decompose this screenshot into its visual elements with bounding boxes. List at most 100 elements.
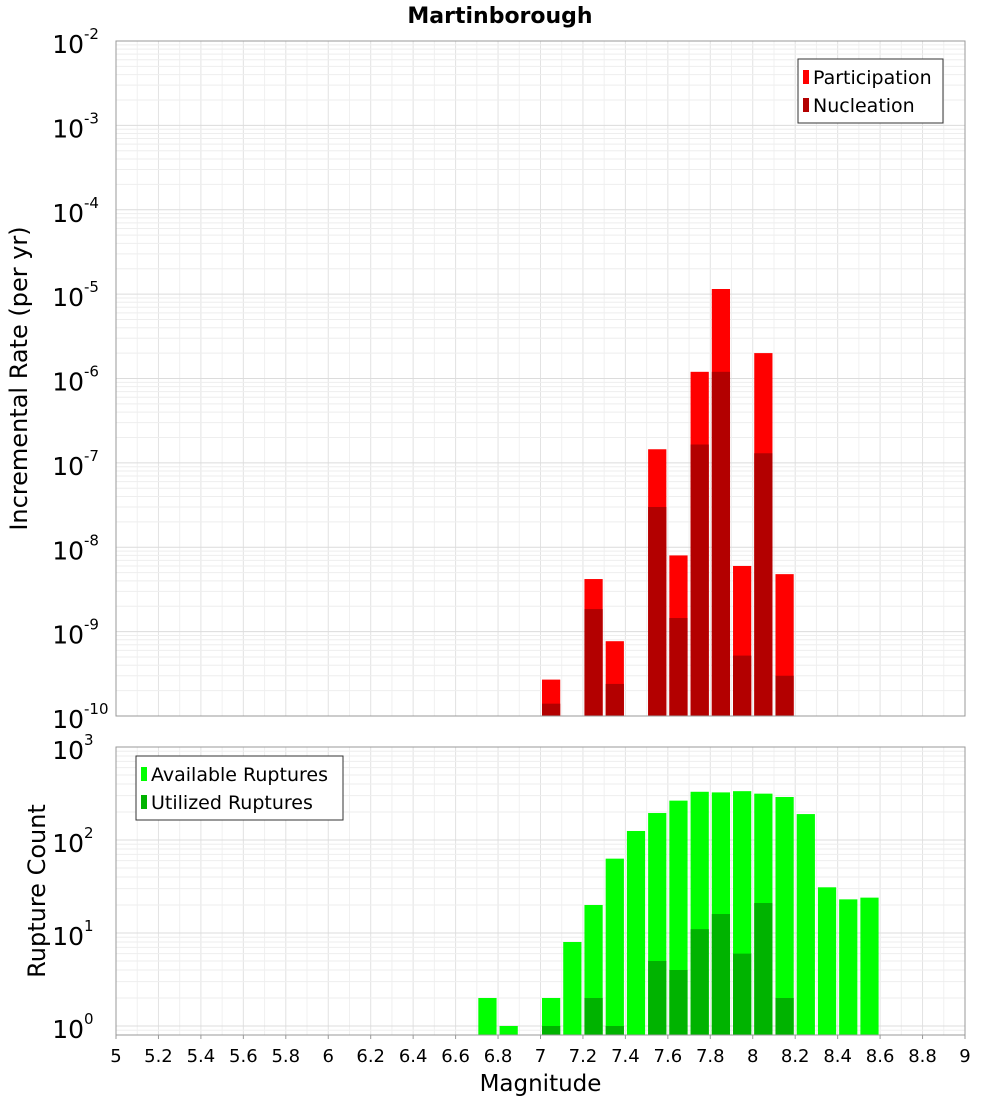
x-axis-label: Magnitude <box>480 1071 602 1097</box>
y-tick-label: 10 0 <box>52 1010 93 1044</box>
y-tick-base: 10 <box>52 199 84 228</box>
legend-label: Participation <box>813 67 932 89</box>
y-tick-exponent: 0 <box>84 1010 94 1028</box>
y-tick-label: 10 1 <box>52 917 93 951</box>
legend: Participation Nucleation <box>797 58 944 124</box>
y-tick-exponent: -9 <box>84 616 99 634</box>
x-tick-label: 8.6 <box>866 1046 895 1067</box>
chart-title: Martinborough <box>407 4 592 29</box>
y-tick-exponent: -4 <box>84 194 99 212</box>
bar-series-group <box>478 791 879 1035</box>
y-tick-label: 10 -5 <box>52 278 99 312</box>
plot-frame <box>115 40 966 717</box>
x-tick-label: 5.2 <box>144 1046 173 1067</box>
y-tick-exponent: -10 <box>84 700 109 718</box>
y-tick-base: 10 <box>52 829 84 858</box>
bar-nucleation <box>754 453 773 716</box>
y-tick-exponent: -6 <box>84 363 99 381</box>
y-tick-base: 10 <box>52 283 84 312</box>
y-tick-base: 10 <box>52 705 84 734</box>
legend-label: Available Ruptures <box>151 764 328 786</box>
bar-available-ruptures <box>796 814 815 1035</box>
bar-available-ruptures <box>839 899 858 1035</box>
legend-swatch <box>803 70 809 84</box>
x-tick-label: 6.6 <box>441 1046 470 1067</box>
y-tick-base: 10 <box>52 536 84 565</box>
x-tick-label: 5.8 <box>271 1046 300 1067</box>
y-tick-label: 10 3 <box>52 731 93 765</box>
bar-available-ruptures <box>775 796 794 1035</box>
legend-box <box>135 755 344 821</box>
bar-utilized-ruptures <box>690 929 709 1035</box>
bar-available-ruptures <box>542 997 561 1035</box>
y-tick-label: 10 -7 <box>52 447 99 481</box>
y-tick-label: 10 -4 <box>52 194 99 228</box>
y-tick-base: 10 <box>52 114 84 143</box>
y-tick-base: 10 <box>52 452 84 481</box>
y-tick-base: 10 <box>52 30 84 59</box>
y-tick-exponent: -7 <box>84 447 99 465</box>
bar-nucleation <box>711 371 731 716</box>
y-axis-label: Incremental Rate (per yr) <box>5 226 33 530</box>
x-tick-label: 8.8 <box>908 1046 937 1067</box>
y-tick-exponent: -3 <box>84 109 99 127</box>
bar-available-ruptures <box>563 942 582 1035</box>
y-tick-base: 10 <box>52 621 84 650</box>
y-tick-label: 10 -9 <box>52 616 99 650</box>
x-tick-label: 5.6 <box>229 1046 258 1067</box>
y-tick-exponent: -5 <box>84 278 99 296</box>
bar-series-group <box>542 289 794 716</box>
y-tick-base: 10 <box>52 1015 84 1044</box>
x-tick-label: 7.6 <box>654 1046 683 1067</box>
y-tick-label: 10 -2 <box>52 25 99 59</box>
bar-nucleation <box>542 703 561 716</box>
y-tick-exponent: -2 <box>84 25 99 43</box>
x-tick-label: 6 <box>323 1046 334 1067</box>
bar-utilized-ruptures <box>542 1025 561 1035</box>
x-tick-label: 7.2 <box>569 1046 598 1067</box>
x-tick-label: 6.8 <box>484 1046 513 1067</box>
bar-nucleation <box>605 683 624 716</box>
x-tick-label: 7.4 <box>611 1046 640 1067</box>
x-tick-label: 6.2 <box>356 1046 385 1067</box>
y-tick-exponent: 2 <box>84 824 94 842</box>
x-tick-label: 5.4 <box>187 1046 216 1067</box>
x-tick-label: 8.4 <box>823 1046 852 1067</box>
y-tick-label: 10 -6 <box>52 363 99 397</box>
bar-utilized-ruptures <box>711 914 731 1035</box>
y-tick-label: 10 -10 <box>52 700 108 734</box>
bar-nucleation <box>733 655 752 716</box>
legend-swatch <box>141 767 147 781</box>
grid-lines <box>115 40 966 717</box>
bar-utilized-ruptures <box>669 969 688 1035</box>
legend-label: Nucleation <box>813 95 915 117</box>
bar-available-ruptures <box>626 830 646 1035</box>
bar-nucleation <box>690 444 709 716</box>
x-tick-label: 7.8 <box>696 1046 725 1067</box>
bar-utilized-ruptures <box>733 953 752 1035</box>
legend-swatch <box>141 795 147 809</box>
y-axis-label: Rupture Count <box>23 804 51 978</box>
bar-nucleation <box>648 506 667 716</box>
x-tick-label: 9 <box>959 1046 970 1067</box>
bar-utilized-ruptures <box>648 960 667 1035</box>
x-tick-label: 6.4 <box>399 1046 428 1067</box>
bar-available-ruptures <box>478 997 497 1035</box>
y-tick-exponent: 1 <box>84 917 94 935</box>
bar-nucleation <box>584 609 603 716</box>
y-tick-base: 10 <box>52 368 84 397</box>
bar-available-ruptures <box>499 1025 518 1035</box>
y-tick-exponent: -8 <box>84 531 99 549</box>
bar-nucleation <box>775 675 794 716</box>
y-tick-base: 10 <box>52 736 84 765</box>
bar-utilized-ruptures <box>775 997 794 1035</box>
legend: Available Ruptures Utilized Ruptures <box>135 755 344 821</box>
y-tick-label: 10 -3 <box>52 109 99 143</box>
legend-label: Utilized Ruptures <box>151 792 313 814</box>
bar-nucleation <box>669 618 688 716</box>
y-tick-base: 10 <box>52 922 84 951</box>
y-tick-label: 10 -8 <box>52 531 99 565</box>
